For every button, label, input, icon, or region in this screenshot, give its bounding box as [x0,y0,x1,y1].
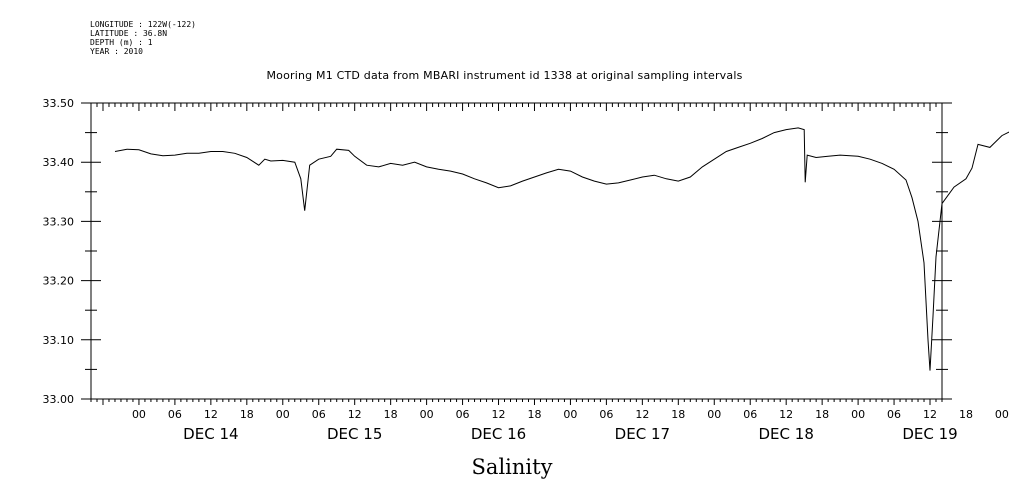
x-hour-tick-label: 06 [456,408,470,421]
x-hour-tick-label: 06 [168,408,182,421]
axis-labels: 00 06 12 18 00 06 12 18 00 06 12 18 00 06 12 18 00 06 12 18… [43,97,1009,443]
x-axis-title: Salinity [471,455,553,479]
x-hour-tick-label: 12 [492,408,506,421]
y-tick-label: 33.10 [43,334,75,347]
x-hour-tick-label: 12 [204,408,218,421]
y-tick-label: 33.50 [43,97,75,110]
x-hour-tick-label: 00 [851,408,865,421]
x-hour-tick-label: 00 [707,408,721,421]
y-tick-label: 33.00 [43,393,75,406]
x-hour-tick-label: 12 [348,408,362,421]
x-hour-tick-label: 06 [887,408,901,421]
y-tick-label: 33.40 [43,156,75,169]
x-hour-tick-label: 18 [671,408,685,421]
latitude-label: LATITUDE : 36.8N [90,29,168,38]
year-label: YEAR : 2010 [90,47,143,56]
x-hour-tick-label: 00 [420,408,434,421]
x-day-label: DEC 15 [327,425,382,443]
plot-frame [90,102,943,400]
metadata-block: LONGITUDE : 122W(-122) LATITUDE : 36.8N … [90,20,196,56]
x-day-label: DEC 18 [759,425,814,443]
y-tick-label: 33.20 [43,275,75,288]
x-hour-tick-label: 12 [779,408,793,421]
x-day-label: DEC 19 [902,425,957,443]
y-tick-label: 33.30 [43,215,75,228]
chart-title: Mooring M1 CTD data from MBARI instrumen… [266,69,743,82]
x-hour-tick-label: 18 [527,408,541,421]
x-day-label: DEC 16 [471,425,526,443]
depth-label: DEPTH (m) : 1 [90,38,153,47]
x-hour-tick-label: 12 [923,408,937,421]
x-hour-tick-label: 12 [635,408,649,421]
x-hour-tick-label: 00 [132,408,146,421]
x-hour-tick-label: 06 [599,408,613,421]
salinity-series-line [114,127,1009,371]
x-day-label: DEC 14 [183,425,238,443]
axis-ticks [81,102,952,405]
x-hour-tick-label: 00 [995,408,1009,421]
x-hour-tick-label: 06 [743,408,757,421]
x-hour-tick-label: 18 [240,408,254,421]
x-hour-tick-label: 06 [312,408,326,421]
x-hour-tick-label: 18 [815,408,829,421]
x-hour-tick-label: 00 [563,408,577,421]
x-day-label: DEC 17 [615,425,670,443]
longitude-label: LONGITUDE : 122W(-122) [90,20,196,29]
x-hour-tick-label: 18 [384,408,398,421]
x-hour-tick-label: 00 [276,408,290,421]
x-hour-tick-label: 18 [959,408,973,421]
